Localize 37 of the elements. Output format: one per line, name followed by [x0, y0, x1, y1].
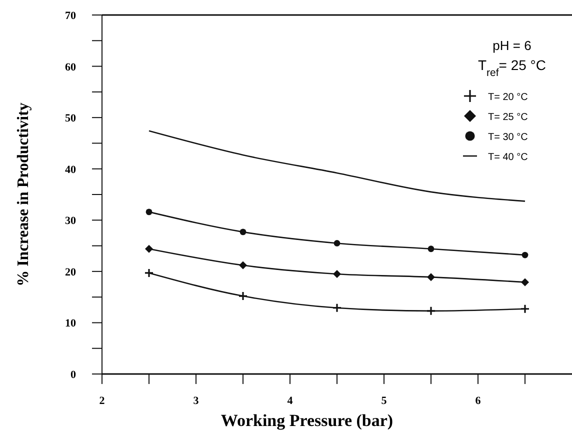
- point: [332, 303, 342, 313]
- x-axis-title: Working Pressure (bar): [220, 411, 394, 430]
- y-tick-label: 50: [65, 112, 76, 125]
- point: [240, 228, 246, 236]
- x-tick-label: 3: [193, 395, 200, 407]
- annotation: T$_{ref}$= 25 °C: [478, 57, 546, 79]
- point: [427, 273, 435, 282]
- point: [334, 240, 340, 246]
- x-tick-label: 6: [475, 395, 482, 407]
- point: [145, 244, 153, 253]
- point: [426, 306, 436, 316]
- x-tick-label: 4: [287, 395, 294, 407]
- point: [239, 261, 247, 270]
- point: [146, 208, 152, 216]
- y-tick-label: 20: [65, 266, 76, 278]
- point: [520, 304, 530, 314]
- point: [238, 291, 248, 301]
- point: [521, 278, 529, 286]
- y-tick-label: 0: [70, 369, 76, 381]
- y-tick-label: 70: [65, 10, 76, 22]
- y-axis-title: % Increase in Productivity: [15, 102, 32, 286]
- x-tick-label: 2: [99, 395, 106, 407]
- legend-label: T= 30 °C: [488, 132, 528, 143]
- legend-label: T= 40 °C: [488, 152, 528, 163]
- point: [428, 246, 434, 252]
- y-tick-label: 40: [65, 164, 76, 176]
- y-tick-label: 10: [65, 318, 76, 330]
- point: [333, 270, 341, 278]
- point: [144, 268, 154, 278]
- point: [522, 252, 528, 258]
- y-tick-label: 30: [65, 215, 76, 228]
- x-tick-label: 5: [381, 395, 388, 407]
- legend-label: T= 25 °C: [488, 112, 528, 123]
- y-tick-label: 60: [65, 61, 76, 74]
- legend-label: T= 20 °C: [488, 92, 528, 103]
- line-series: [148, 130, 526, 202]
- legend-title: pH = 6: [492, 38, 532, 53]
